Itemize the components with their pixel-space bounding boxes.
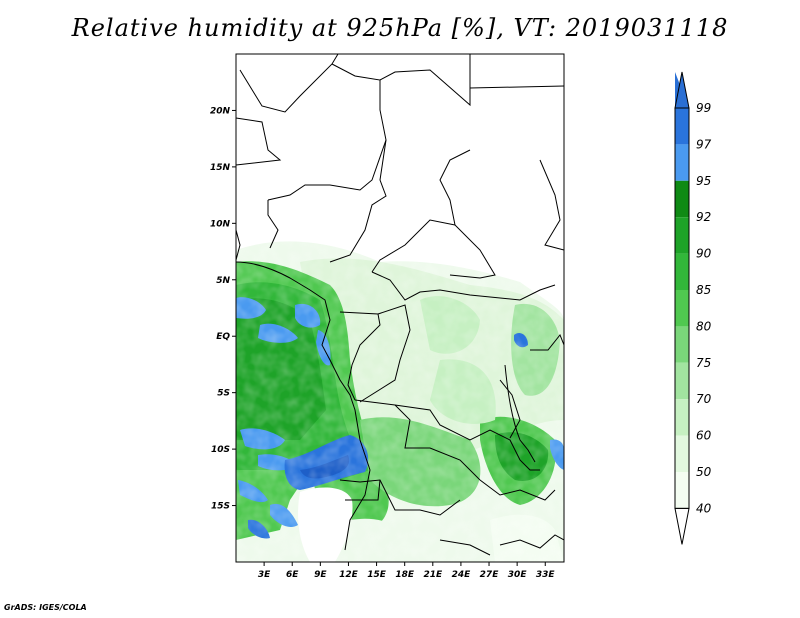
colorbar-label: 75: [696, 356, 711, 370]
lon-tick-label: 30E: [508, 570, 528, 580]
lat-tick-label: 10N: [210, 219, 231, 229]
lat-tick-label: 5N: [216, 276, 230, 286]
colorbar-segment: [675, 290, 689, 327]
lat-tick-label: EQ: [216, 332, 230, 342]
latitude-axis: 20N 15N 10N 5N EQ 5S 10S 15S: [210, 106, 236, 512]
colorbar-label: 80: [696, 319, 712, 333]
colorbar-label: 70: [696, 392, 712, 406]
colorbar-label: 97: [696, 137, 712, 151]
colorbar-label: 90: [696, 247, 712, 261]
colorbar-segment: [675, 362, 689, 400]
colorbar-legend: 99 97 95 92 90 85 80 75 70 60 50 40: [674, 71, 712, 545]
country-borders: [236, 54, 564, 556]
colorbar-segment: [675, 399, 689, 436]
colorbar-segment: [675, 217, 689, 254]
colorbar-segment: [675, 435, 689, 472]
colorbar-outline: [674, 107, 690, 509]
colorbar-label: 99: [696, 101, 711, 115]
map-title: Relative humidity at 925hPa [%], VT: 201…: [71, 14, 729, 42]
colorbar-label: 50: [696, 465, 712, 479]
humidity-field: [236, 54, 564, 562]
lat-tick-label: 15S: [211, 502, 230, 512]
grads-credit: GrADS: IGES/COLA: [4, 603, 87, 612]
lon-tick-label: 12E: [339, 570, 359, 580]
colorbar-label: 40: [696, 501, 712, 515]
lon-tick-label: 21E: [423, 570, 443, 580]
colorbar-label: 85: [696, 283, 711, 297]
map-frame: [235, 53, 565, 563]
lon-tick-label: 27E: [480, 570, 500, 580]
lat-tick-label: 15N: [210, 163, 231, 173]
lon-tick-label: 18E: [395, 570, 415, 580]
lon-tick-label: 15E: [367, 570, 387, 580]
colorbar-segment: [675, 253, 689, 290]
lon-tick-label: 3E: [258, 570, 271, 580]
colorbar-segment: [675, 144, 689, 181]
lon-tick-label: 6E: [286, 570, 299, 580]
lat-tick-label: 5S: [217, 389, 230, 399]
lat-tick-label: 20N: [210, 106, 231, 116]
lon-tick-label: 33E: [536, 570, 556, 580]
lon-tick-label: 24E: [452, 570, 472, 580]
colorbar-segment: [675, 326, 689, 363]
lon-tick-label: 9E: [314, 570, 327, 580]
longitude-axis: 3E 6E 9E 12E 15E 18E 21E 24E 27E 30E 33E: [258, 562, 556, 580]
colorbar-label: 60: [696, 429, 712, 443]
colorbar-segment: [675, 108, 689, 145]
colorbar-label: 95: [696, 174, 711, 188]
colorbar-segment: [675, 180, 689, 218]
colorbar-label: 92: [696, 210, 711, 224]
lat-tick-label: 10S: [211, 445, 230, 455]
colorbar-segment: [675, 472, 689, 509]
colorbar-bottom-arrow: [674, 507, 690, 545]
